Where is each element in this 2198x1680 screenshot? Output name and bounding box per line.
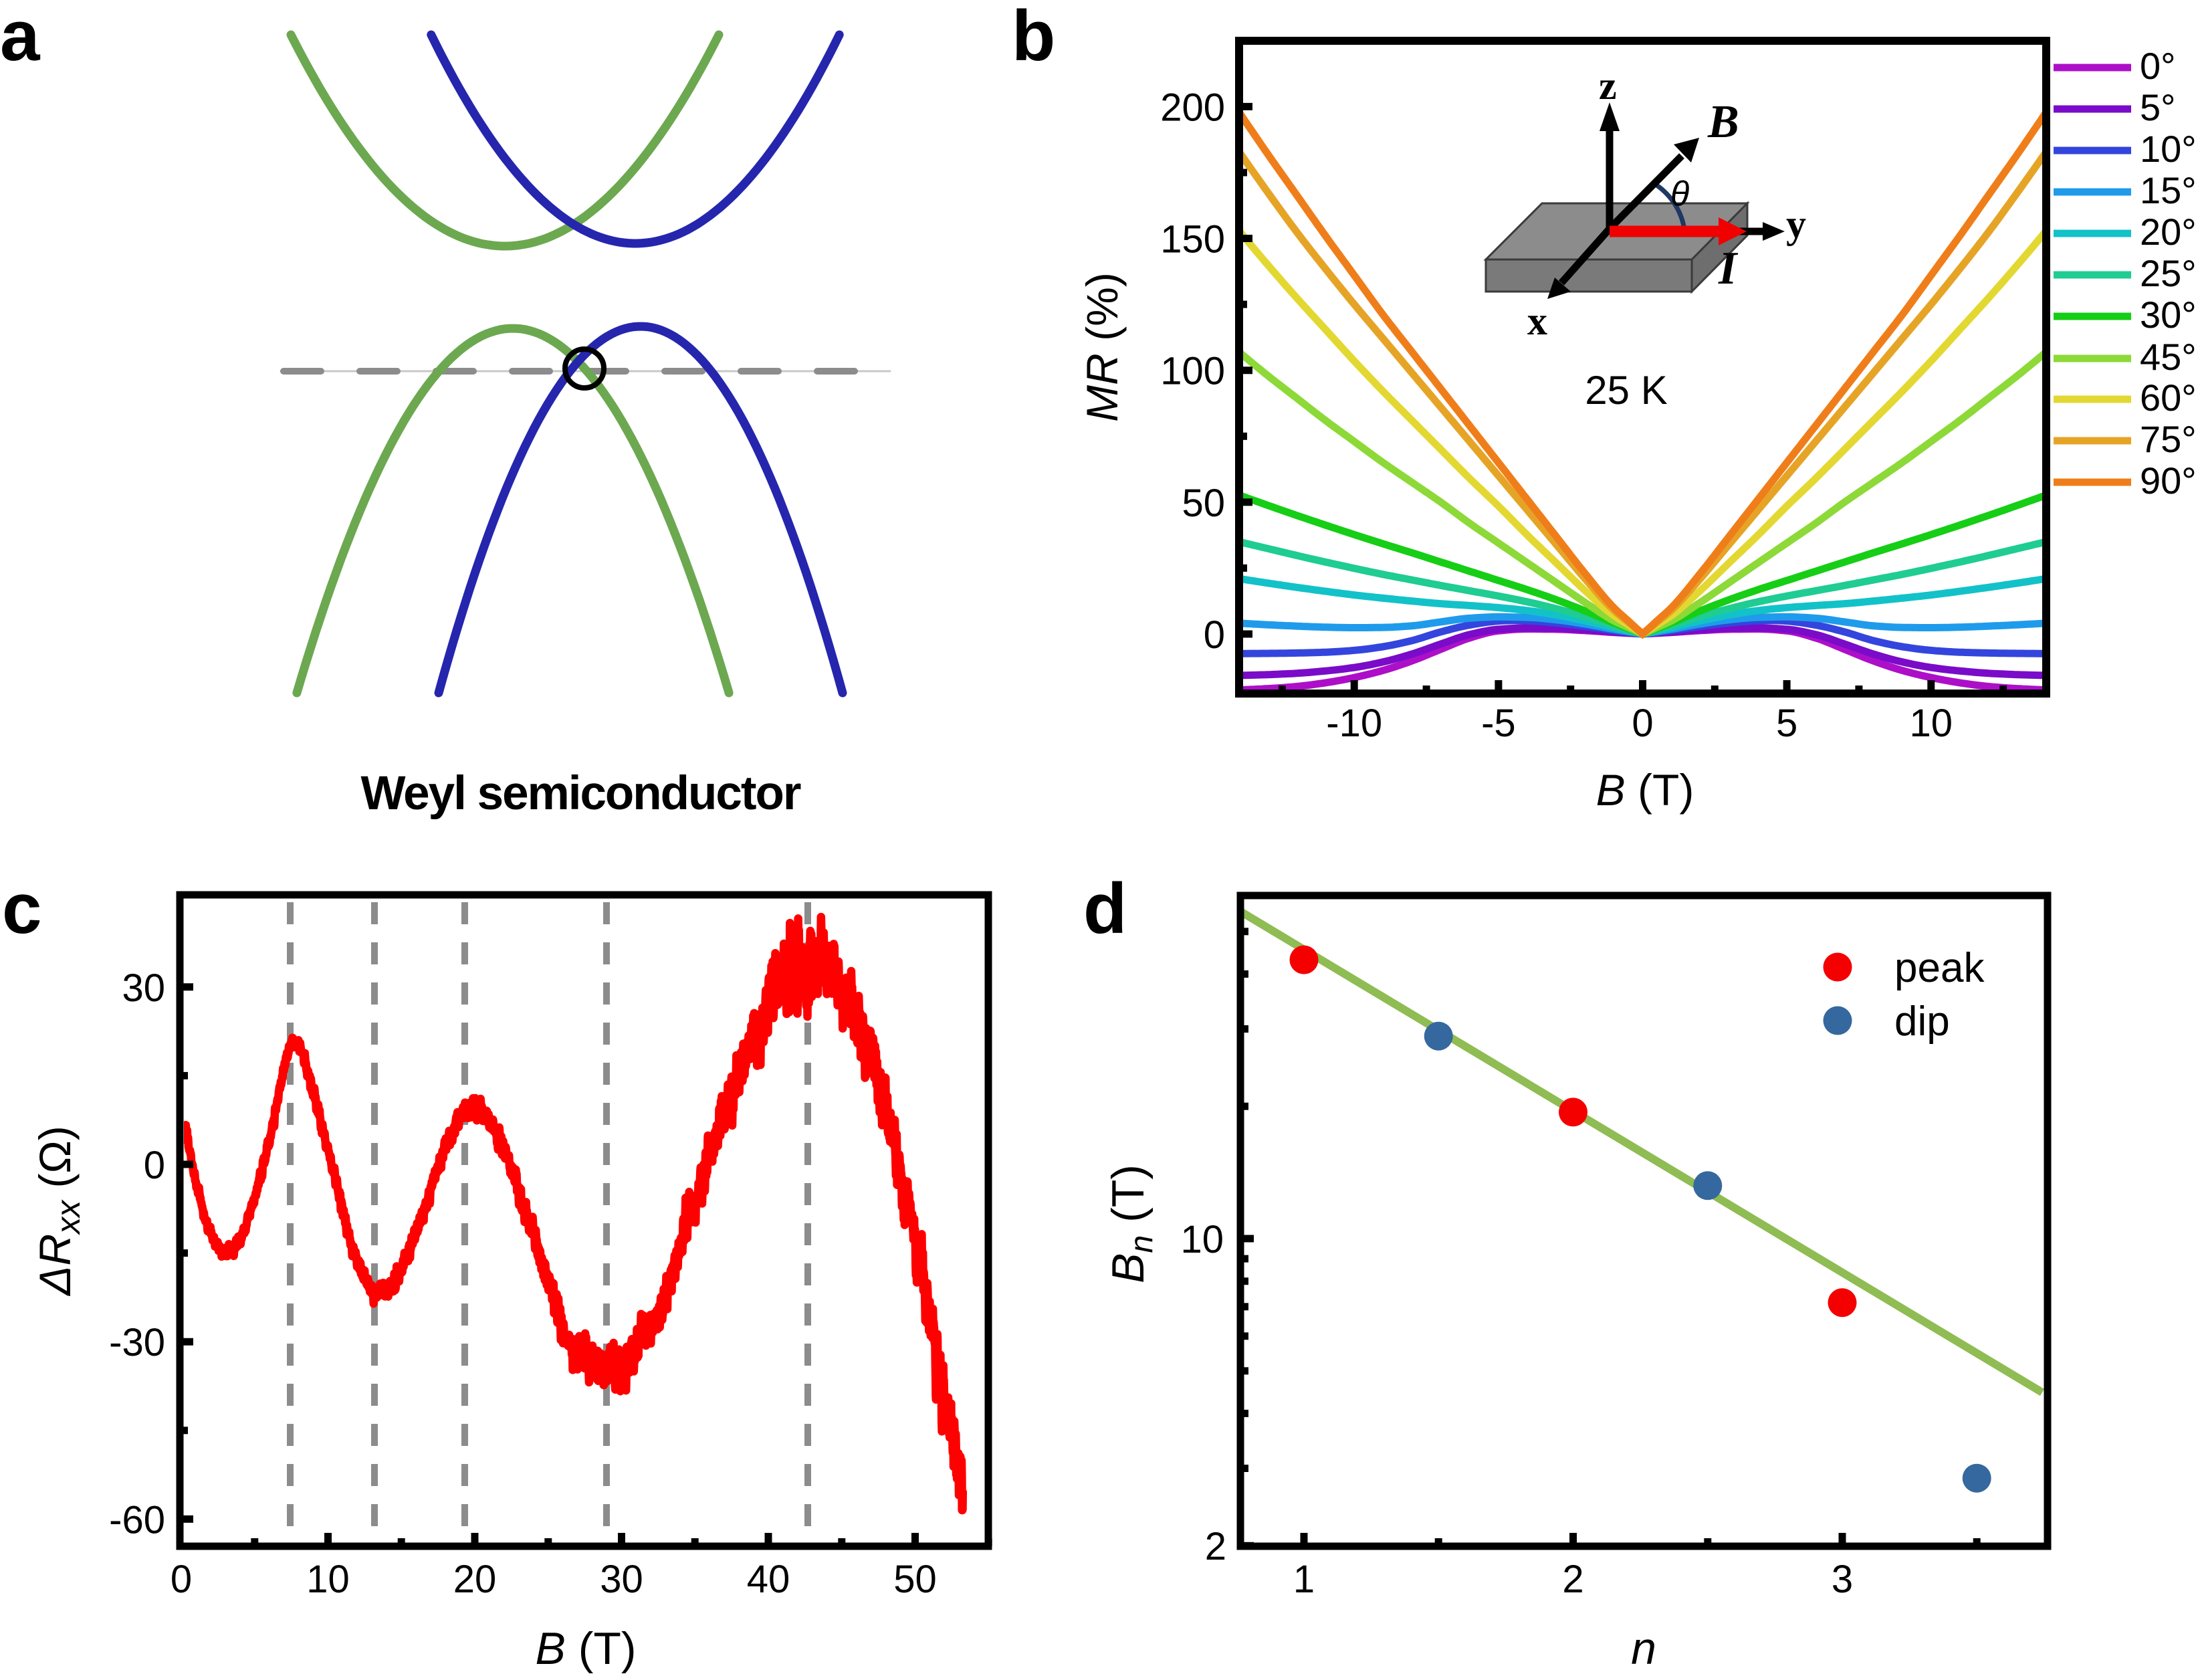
svg-text:50: 50 bbox=[1182, 482, 1225, 525]
svg-text:2: 2 bbox=[1205, 1525, 1226, 1568]
svg-text:75°: 75° bbox=[2140, 418, 2197, 460]
svg-text:10: 10 bbox=[306, 1558, 350, 1601]
svg-text:d: d bbox=[1083, 868, 1127, 948]
svg-text:n: n bbox=[1631, 1623, 1656, 1674]
svg-text:ΔRxx (Ω): ΔRxx (Ω) bbox=[30, 1126, 87, 1297]
svg-text:200: 200 bbox=[1160, 86, 1225, 129]
svg-text:10°: 10° bbox=[2140, 128, 2197, 170]
svg-text:-10: -10 bbox=[1326, 702, 1382, 745]
svg-text:25 K: 25 K bbox=[1585, 368, 1667, 413]
svg-text:b: b bbox=[1012, 0, 1055, 76]
svg-text:30°: 30° bbox=[2140, 294, 2197, 336]
svg-text:peak: peak bbox=[1894, 945, 1985, 991]
svg-text:Weyl semiconductor: Weyl semiconductor bbox=[360, 767, 800, 820]
svg-text:1: 1 bbox=[1293, 1558, 1315, 1601]
svg-text:15°: 15° bbox=[2140, 169, 2197, 211]
svg-text:0: 0 bbox=[1632, 702, 1653, 745]
svg-text:100: 100 bbox=[1160, 350, 1225, 393]
svg-text:a: a bbox=[0, 0, 41, 76]
svg-text:-5: -5 bbox=[1481, 702, 1516, 745]
svg-text:3: 3 bbox=[1832, 1558, 1853, 1601]
svg-text:5°: 5° bbox=[2140, 86, 2176, 128]
svg-text:θ: θ bbox=[1670, 175, 1689, 213]
svg-text:20°: 20° bbox=[2140, 211, 2197, 253]
svg-text:I: I bbox=[1718, 243, 1739, 294]
svg-text:5: 5 bbox=[1776, 702, 1797, 745]
svg-text:90°: 90° bbox=[2140, 459, 2197, 502]
svg-text:0°: 0° bbox=[2140, 45, 2176, 87]
svg-text:B (T): B (T) bbox=[1596, 765, 1694, 815]
svg-text:x: x bbox=[1527, 299, 1547, 343]
svg-text:25°: 25° bbox=[2140, 252, 2197, 294]
svg-text:B: B bbox=[1707, 96, 1739, 148]
svg-text:10: 10 bbox=[1910, 702, 1953, 745]
svg-text:50: 50 bbox=[893, 1558, 937, 1601]
svg-text:-30: -30 bbox=[109, 1321, 165, 1364]
svg-text:40: 40 bbox=[747, 1558, 790, 1601]
svg-text:y: y bbox=[1786, 202, 1806, 246]
svg-text:0: 0 bbox=[1204, 613, 1225, 657]
svg-text:30: 30 bbox=[600, 1558, 643, 1601]
svg-text:dip: dip bbox=[1894, 999, 1950, 1045]
svg-text:10: 10 bbox=[1180, 1218, 1224, 1261]
svg-text:z: z bbox=[1599, 64, 1617, 108]
svg-text:45°: 45° bbox=[2140, 336, 2197, 378]
svg-text:c: c bbox=[2, 868, 42, 948]
svg-text:60°: 60° bbox=[2140, 377, 2197, 419]
svg-text:0: 0 bbox=[171, 1558, 192, 1601]
svg-text:0: 0 bbox=[144, 1144, 165, 1187]
svg-text:-60: -60 bbox=[109, 1498, 165, 1542]
svg-text:20: 20 bbox=[453, 1558, 497, 1601]
svg-text:MR (%): MR (%) bbox=[1077, 272, 1127, 422]
svg-text:Bn (T): Bn (T) bbox=[1103, 1164, 1160, 1283]
svg-text:150: 150 bbox=[1160, 218, 1225, 261]
svg-text:30: 30 bbox=[122, 966, 165, 1010]
svg-text:B (T): B (T) bbox=[535, 1623, 636, 1674]
svg-text:2: 2 bbox=[1562, 1558, 1583, 1601]
